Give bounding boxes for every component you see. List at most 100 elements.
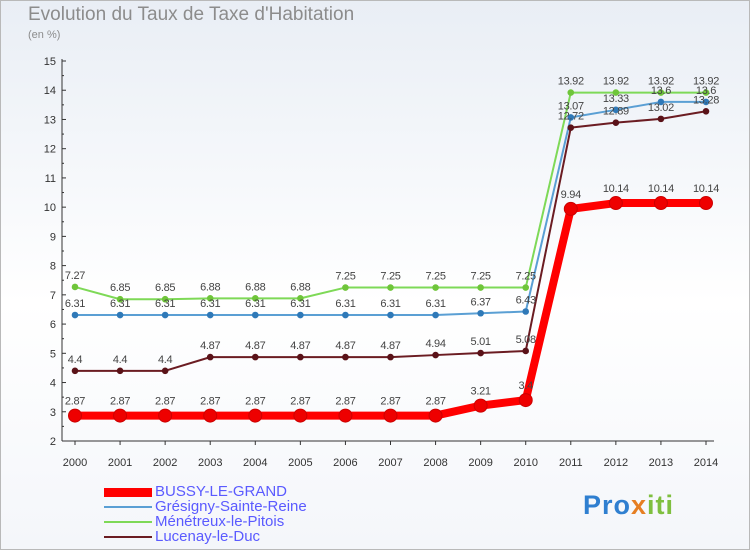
data-point [702,107,710,115]
y-tick-label: 7 [50,290,56,302]
data-label: 13.92 [558,76,584,88]
x-tick-label: 2010 [513,457,537,469]
data-label: 5.08 [516,334,536,346]
data-point [432,284,439,291]
data-point [71,311,79,319]
y-tick-label: 14 [44,85,56,97]
data-label: 10.14 [603,183,629,195]
data-point [657,115,665,123]
data-label: 6.31 [290,298,310,310]
data-point [522,347,530,355]
data-point [206,353,214,361]
data-point [563,201,578,216]
data-label: 2.87 [155,396,175,408]
data-point [297,353,304,361]
y-tick-label: 3 [50,407,56,419]
y-tick-label: 5 [50,348,56,360]
data-point [251,311,259,319]
data-label: 6.88 [290,281,310,293]
data-point [71,367,79,375]
data-point [116,367,124,375]
legend-label: Lucenay-le-Duc [155,528,261,545]
data-label: 2.87 [110,396,130,408]
data-label: 3.21 [471,386,491,398]
data-label: 7.25 [380,271,400,283]
data-point [522,284,530,291]
data-label: 9.94 [561,189,581,201]
data-point [612,119,620,126]
y-tick-label: 8 [50,261,56,273]
y-tick-label: 15 [44,56,56,68]
data-label: 4.94 [425,338,445,350]
data-label: 4.4 [113,354,128,366]
data-label: 6.31 [110,298,130,310]
data-point [161,367,169,375]
data-point [432,311,439,319]
data-label: 12.72 [558,111,584,123]
data-point [342,284,349,291]
data-label: 13.92 [693,76,719,88]
data-label: 13.02 [648,102,674,114]
y-tick-label: 12 [44,144,56,156]
data-point [297,311,304,319]
legend-label: Ménétreux-le-Pitois [155,513,285,530]
data-point [116,311,124,319]
data-point [608,196,623,211]
data-point [612,89,620,96]
data-point [522,308,530,315]
data-label: 6.31 [425,298,445,310]
data-label: 4.4 [158,354,173,366]
data-label: 6.37 [471,296,491,308]
data-label: 6.31 [335,298,355,310]
data-point [473,398,488,413]
data-point [477,284,484,291]
legend-swatch [104,536,152,538]
x-tick-label: 2002 [153,457,177,469]
data-label: 6.43 [516,295,536,307]
legend-label: BUSSY-LE-GRAND [155,483,287,500]
data-point [387,353,394,361]
data-point [653,196,668,211]
data-label: 7.25 [516,271,536,283]
data-point [477,349,484,357]
data-label: 10.14 [648,183,674,195]
data-label: 4.4 [68,354,83,366]
x-tick-label: 2014 [694,457,718,469]
data-point [518,393,533,408]
data-label: 13.6 [696,85,716,97]
data-point [68,408,82,423]
data-label: 2.87 [425,396,445,408]
data-point [699,196,713,211]
legend-swatch [104,506,152,508]
x-tick-label: 2012 [604,457,628,469]
data-label: 5.01 [471,336,491,348]
data-point [158,408,173,423]
data-label: 6.85 [110,282,130,294]
logo-part-2: x [631,490,648,520]
x-tick-label: 2005 [288,457,312,469]
data-point [387,311,394,319]
data-label: 13.28 [693,94,719,106]
x-tick-label: 2011 [559,457,583,469]
data-point [567,114,575,121]
x-tick-label: 2006 [333,457,357,469]
y-tick-label: 9 [50,231,56,243]
data-label: 2.87 [290,396,310,408]
x-tick-label: 2004 [243,457,267,469]
data-point [113,408,128,423]
data-point [251,353,259,361]
data-point [383,408,398,423]
x-tick-label: 2008 [423,457,447,469]
data-label: 12.89 [603,106,629,118]
data-label: 6.31 [200,298,220,310]
data-label: 6.88 [200,281,220,293]
data-point [297,295,304,302]
x-tick-label: 2003 [198,457,222,469]
data-point [251,295,259,302]
x-tick-label: 2009 [468,457,492,469]
data-label: 4.87 [290,340,310,352]
data-point [567,89,575,96]
data-label: 4.87 [380,340,400,352]
y-tick-label: 6 [50,319,56,331]
data-label: 2.87 [65,396,85,408]
